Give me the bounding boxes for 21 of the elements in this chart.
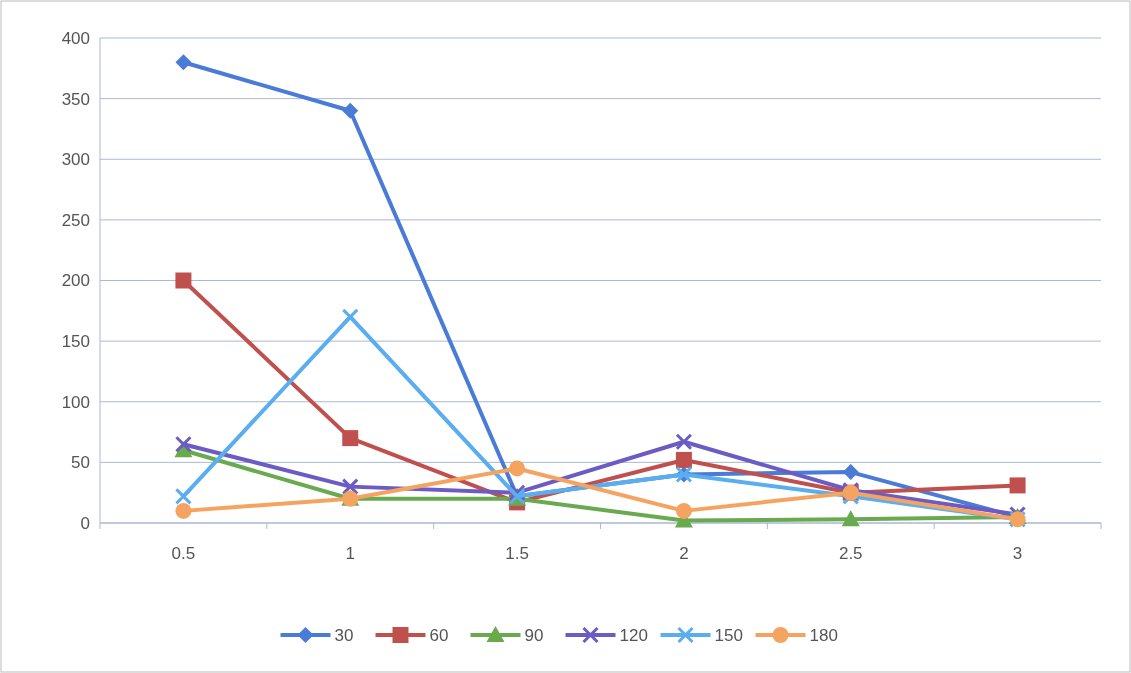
y-tick-label: 350: [61, 89, 90, 109]
y-tick-label: 400: [61, 28, 90, 48]
legend-label: 150: [714, 625, 743, 645]
y-tick-label: 300: [61, 150, 90, 170]
legend-label: 180: [809, 625, 838, 645]
x-tick-label: 1: [345, 544, 355, 563]
x-tick-label: 2: [679, 544, 689, 563]
y-tick-label: 250: [61, 210, 90, 230]
legend-label: 60: [429, 625, 449, 645]
y-tick-label: 0: [80, 513, 90, 533]
x-tick-label: 0.5: [171, 544, 196, 563]
x-tick-label: 2.5: [838, 544, 863, 563]
y-tick-label: 200: [61, 271, 90, 291]
y-tick-label: 150: [61, 332, 90, 352]
x-tick-label: 1.5: [505, 544, 529, 563]
x-tick-label: 3: [1012, 544, 1023, 563]
legend-label: 90: [524, 625, 544, 645]
legend-label: 30: [334, 625, 354, 645]
legend-label: 120: [619, 625, 648, 645]
y-tick-label: 50: [71, 453, 90, 473]
y-tick-label: 100: [61, 392, 90, 412]
